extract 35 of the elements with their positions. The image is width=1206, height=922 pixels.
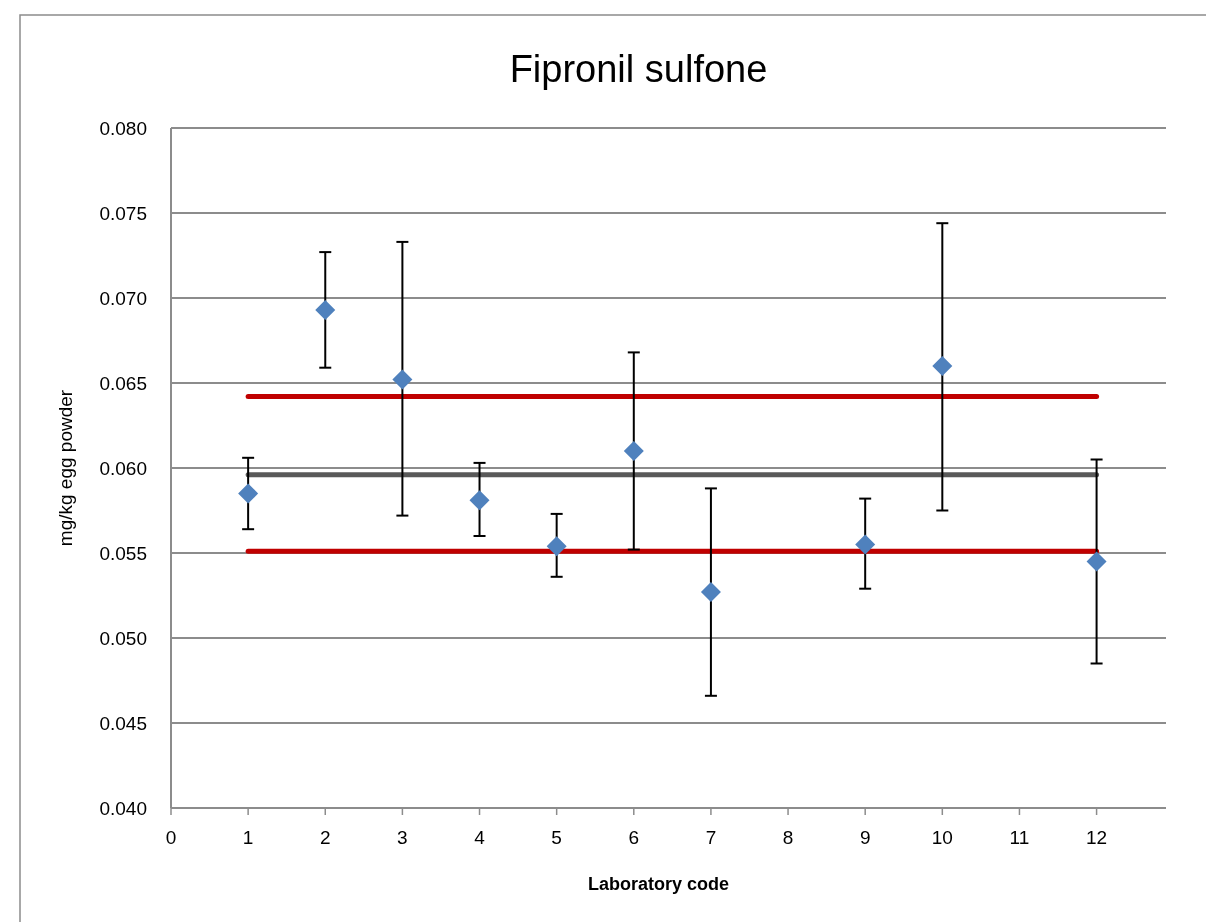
y-tick-label: 0.045: [99, 712, 147, 734]
point: [546, 536, 567, 557]
y-tick-label: 0.050: [99, 627, 147, 649]
point: [315, 299, 336, 320]
point: [700, 582, 721, 603]
y-tick-label: 0.040: [99, 797, 147, 819]
point: [238, 483, 259, 504]
x-tick-label: 7: [705, 827, 717, 848]
x-tick-label: 2: [319, 827, 331, 848]
y-tick-label: 0.080: [99, 117, 147, 139]
y-tick-label: 0.060: [99, 457, 147, 479]
chart-title: Fipronil sulfone: [509, 48, 768, 90]
point: [392, 369, 413, 390]
point: [1086, 551, 1107, 572]
y-axis-title: mg/kg egg powder: [55, 389, 76, 547]
y-tick-label: 0.065: [99, 372, 147, 394]
x-tick-label: 3: [397, 827, 408, 848]
x-tick-label: 10: [931, 827, 953, 848]
x-tick-label: 5: [551, 827, 562, 848]
x-tick-label: 4: [474, 827, 486, 848]
x-tick-label: 0: [165, 827, 177, 848]
y-tick-label: 0.055: [99, 542, 147, 564]
point: [623, 441, 644, 461]
y-tick-label: 0.070: [99, 287, 147, 309]
point: [932, 356, 953, 376]
x-tick-label: 9: [859, 827, 871, 848]
y-tick-label: 0.075: [99, 202, 147, 224]
x-tick-label: 1: [242, 827, 254, 848]
point: [469, 490, 490, 511]
x-axis-title: Laboratory code: [587, 874, 730, 894]
x-tick-label: 6: [628, 827, 640, 848]
x-tick-label: 8: [782, 827, 794, 848]
x-tick-label: 12: [1086, 827, 1108, 848]
x-tick-label: 11: [1009, 827, 1030, 848]
point: [855, 534, 876, 555]
